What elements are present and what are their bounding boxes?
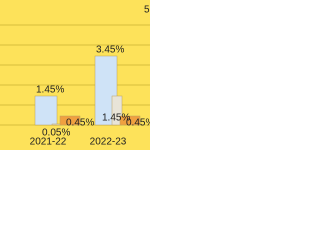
value-label: 1.45% xyxy=(102,113,130,124)
chart: 5 1.45%0.05%0.45%2021-223.45%1.45%0.45%2… xyxy=(0,0,150,150)
bar xyxy=(94,55,118,126)
value-label: 0.05% xyxy=(42,128,70,139)
x-tick-label: 2022-23 xyxy=(90,137,127,148)
bar xyxy=(59,115,81,126)
chart-title: 5 xyxy=(144,5,150,16)
bar xyxy=(119,115,141,126)
bar xyxy=(34,95,58,126)
value-label: 0.45% xyxy=(126,118,150,129)
value-label: 0.45% xyxy=(66,118,94,129)
value-label: 1.45% xyxy=(36,85,64,96)
x-tick-label: 2021-22 xyxy=(30,137,67,148)
value-label: 3.45% xyxy=(96,45,124,56)
bar xyxy=(111,95,123,126)
